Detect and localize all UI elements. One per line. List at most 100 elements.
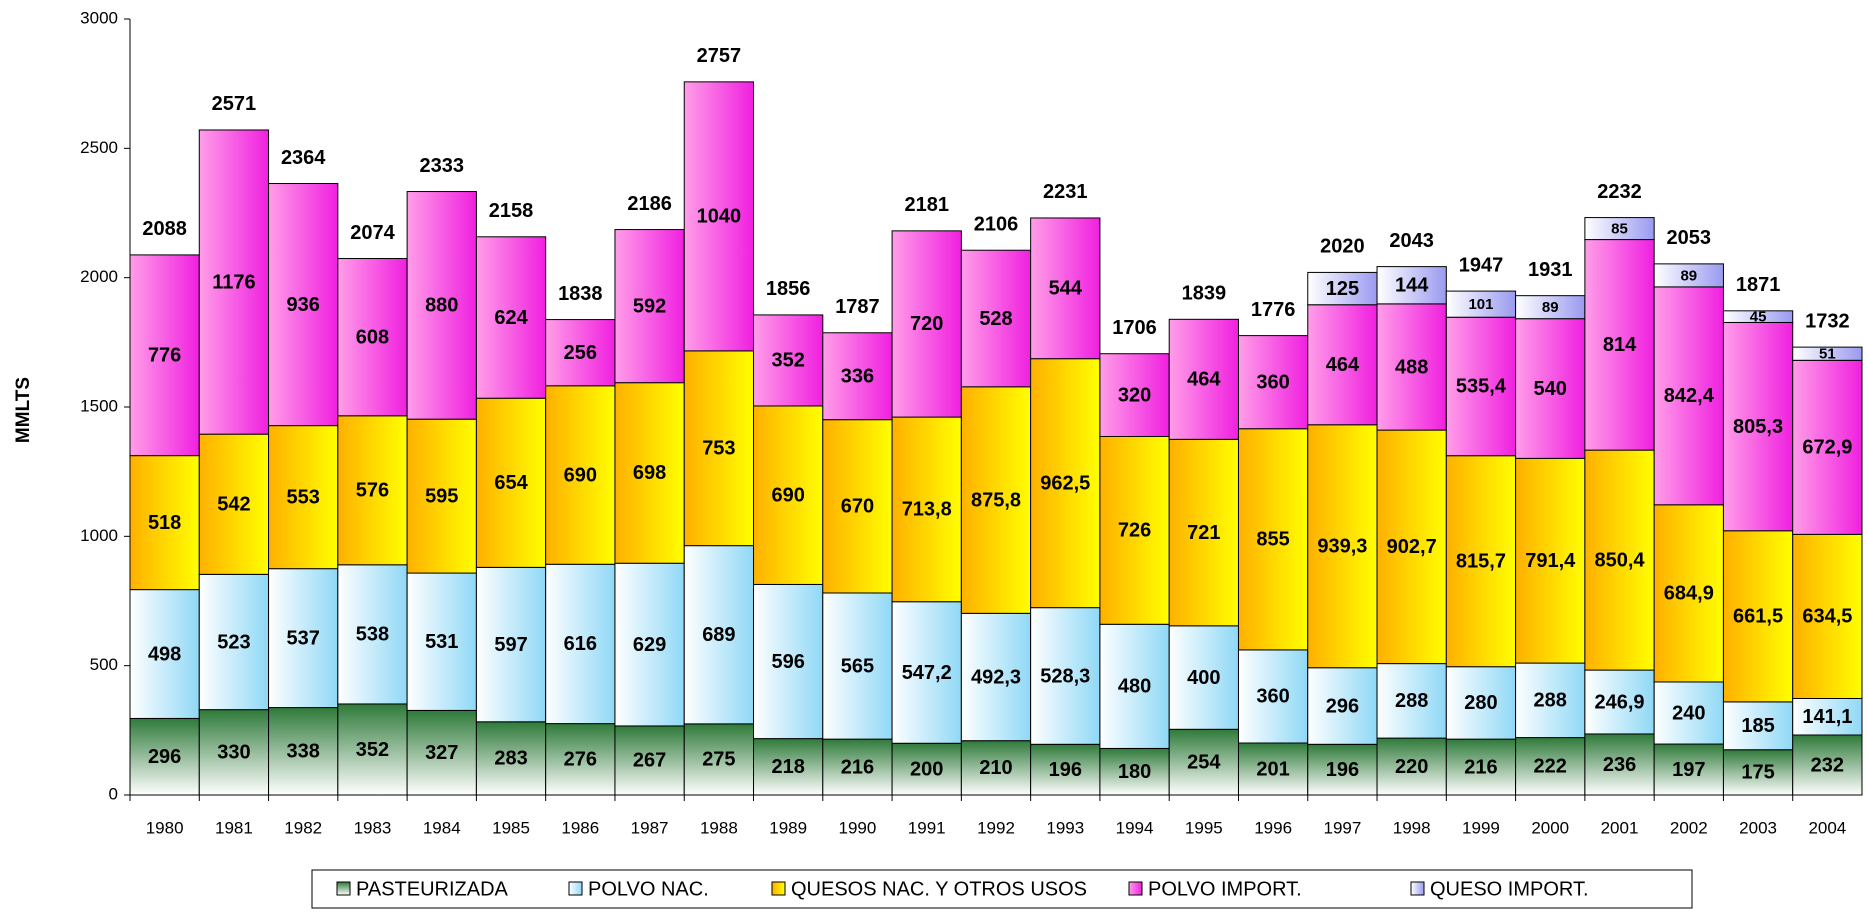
bar-segment: [1653, 263, 1724, 288]
bar-segment: [1584, 733, 1655, 796]
bar-segment: [129, 717, 200, 796]
data-label: 101: [1468, 296, 1493, 313]
total-label: 1839: [1182, 283, 1227, 305]
bar-segment: [1584, 239, 1655, 451]
data-label: 540: [1534, 378, 1567, 400]
data-label: 498: [148, 643, 181, 665]
data-label: 254: [1187, 751, 1221, 773]
data-label: 464: [1187, 369, 1221, 391]
legend-swatch: [1410, 881, 1425, 896]
x-tick-label: 1980: [146, 818, 184, 837]
data-label: 689: [702, 624, 735, 646]
bar-segment: [614, 382, 685, 564]
data-label: 518: [148, 512, 181, 534]
data-label: 661,5: [1733, 606, 1783, 628]
data-label: 400: [1187, 667, 1220, 689]
legend-label: PASTEURIZADA: [356, 878, 509, 900]
data-label: 216: [841, 756, 874, 778]
bar-segment: [198, 129, 270, 435]
bar-segment: [960, 740, 1032, 796]
legend-label: QUESOS NAC. Y OTROS USOS: [791, 878, 1087, 900]
legend-label: QUESO IMPORT.: [1430, 878, 1589, 900]
bar-segment: [1792, 346, 1863, 361]
bar-segment: [1792, 359, 1863, 535]
bar-segment: [1376, 663, 1447, 739]
bar-segment: [268, 707, 339, 796]
bar-segment: [406, 191, 477, 420]
y-tick-label: 500: [90, 655, 118, 674]
data-label: 222: [1534, 756, 1567, 778]
total-label: 1838: [558, 283, 603, 305]
data-label: 246,9: [1594, 691, 1644, 713]
bar-segment: [129, 455, 200, 591]
data-label: 855: [1256, 529, 1289, 551]
bar-segment: [1030, 358, 1101, 609]
bar-segment: [1099, 435, 1170, 625]
bar-segment: [268, 183, 339, 427]
data-label: 280: [1464, 692, 1497, 714]
bar-segment: [1445, 738, 1517, 796]
x-tick-label: 1994: [1116, 818, 1154, 837]
data-label: 528: [979, 308, 1012, 330]
data-label: 288: [1534, 690, 1567, 712]
bar-segment: [129, 589, 200, 719]
data-label: 542: [217, 494, 250, 516]
bar-segment: [822, 419, 893, 594]
x-tick-label: 2003: [1739, 818, 1777, 837]
bar-segment: [891, 742, 962, 796]
data-label: 360: [1256, 371, 1289, 393]
total-label: 2757: [697, 45, 742, 67]
data-label: 51: [1819, 346, 1836, 363]
data-label: 791,4: [1525, 550, 1576, 572]
data-label: 197: [1672, 759, 1705, 781]
bar-segment: [960, 249, 1032, 388]
data-label: 576: [356, 480, 389, 502]
x-tick-label: 1992: [977, 818, 1015, 837]
data-label: 608: [356, 326, 389, 348]
legend-label: POLVO IMPORT.: [1148, 878, 1302, 900]
total-label: 2571: [212, 93, 257, 115]
bar-segment: [406, 418, 477, 574]
total-label: 1706: [1112, 317, 1157, 339]
bar-segment: [822, 738, 893, 796]
bar-segment: [1099, 747, 1170, 796]
bar-segment: [1792, 533, 1863, 699]
bar-segment: [337, 703, 408, 796]
total-label: 2364: [281, 147, 326, 169]
x-tick-label: 1988: [700, 818, 738, 837]
x-tick-label: 1990: [839, 818, 877, 837]
data-label: 875,8: [971, 489, 1021, 511]
total-label: 2181: [904, 194, 949, 216]
data-label: 144: [1395, 275, 1429, 297]
data-label: 185: [1741, 715, 1774, 737]
data-label: 553: [287, 486, 320, 508]
data-label: 690: [564, 464, 597, 486]
data-label: 196: [1326, 759, 1359, 781]
bar-segment: [1168, 625, 1239, 730]
bar-segment: [1722, 310, 1794, 323]
data-label: 850,4: [1594, 549, 1645, 571]
data-label: 360: [1256, 686, 1289, 708]
data-label: 267: [633, 750, 666, 772]
data-label: 464: [1326, 354, 1360, 376]
bar-segment: [1584, 669, 1655, 735]
bar-segment: [475, 566, 547, 723]
total-label: 2043: [1389, 230, 1434, 252]
data-label: 672,9: [1802, 437, 1852, 459]
data-label: 634,5: [1802, 606, 1852, 628]
x-tick-label: 1981: [215, 818, 253, 837]
data-label: 690: [771, 484, 804, 506]
data-label: 531: [425, 631, 458, 653]
bar-segment: [198, 573, 270, 711]
data-label: 1040: [697, 206, 742, 228]
bar-segment: [1584, 217, 1655, 241]
bar-segment: [891, 601, 962, 744]
data-label: 352: [356, 739, 389, 761]
data-label: 670: [841, 496, 874, 518]
bar-segment: [753, 405, 824, 585]
total-label: 1871: [1736, 274, 1781, 296]
data-label: 902,7: [1387, 536, 1437, 558]
data-label: 815,7: [1456, 550, 1506, 572]
x-tick-label: 1987: [631, 818, 669, 837]
data-label: 624: [494, 307, 528, 329]
